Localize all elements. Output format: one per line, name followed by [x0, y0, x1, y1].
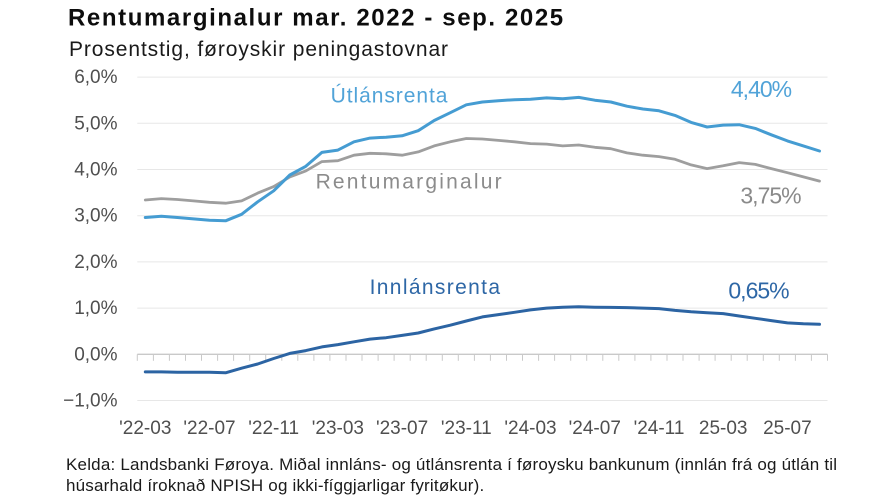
svg-text:25-03: 25-03: [699, 418, 748, 439]
svg-text:3,0%: 3,0%: [74, 206, 117, 227]
svg-text:0,0%: 0,0%: [74, 344, 117, 365]
svg-text:Innlánsrenta: Innlánsrenta: [370, 276, 502, 299]
svg-text:'24-11: '24-11: [634, 418, 685, 439]
svg-text:25-07: 25-07: [763, 418, 812, 439]
svg-text:'24-07: '24-07: [569, 418, 621, 439]
svg-text:Rentumarginalur: Rentumarginalur: [316, 171, 504, 194]
svg-text:'22-03: '22-03: [119, 418, 171, 439]
svg-text:'23-07: '23-07: [376, 418, 428, 439]
svg-text:húsarhald íroknað NPISH og ikk: húsarhald íroknað NPISH og ikki-fíggjarl…: [66, 476, 484, 495]
svg-text:6,0%: 6,0%: [74, 67, 117, 88]
svg-text:2,0%: 2,0%: [74, 252, 117, 273]
svg-text:Rentumarginalur mar. 2022 - se: Rentumarginalur mar. 2022 - sep. 2025: [68, 5, 565, 32]
svg-text:Kelda: Landsbanki Føroya. Miða: Kelda: Landsbanki Føroya. Miðal innláns-…: [66, 455, 837, 474]
svg-text:4,40%: 4,40%: [731, 76, 792, 102]
svg-text:1,0%: 1,0%: [74, 298, 117, 319]
svg-text:'23-03: '23-03: [312, 418, 364, 439]
svg-text:0,65%: 0,65%: [728, 278, 789, 304]
svg-text:'22-11: '22-11: [248, 418, 299, 439]
svg-text:'23-11: '23-11: [441, 418, 492, 439]
svg-text:'24-03: '24-03: [504, 418, 556, 439]
svg-text:3,75%: 3,75%: [740, 182, 801, 208]
svg-text:Útlánsrenta: Útlánsrenta: [331, 85, 449, 108]
svg-text:4,0%: 4,0%: [74, 160, 117, 181]
svg-text:5,0%: 5,0%: [74, 113, 117, 134]
svg-text:'22-07: '22-07: [183, 418, 235, 439]
svg-text:Prosentstig, føroyskir peninga: Prosentstig, føroyskir peningastovnar: [69, 38, 449, 61]
svg-text:−1,0%: −1,0%: [63, 391, 118, 412]
